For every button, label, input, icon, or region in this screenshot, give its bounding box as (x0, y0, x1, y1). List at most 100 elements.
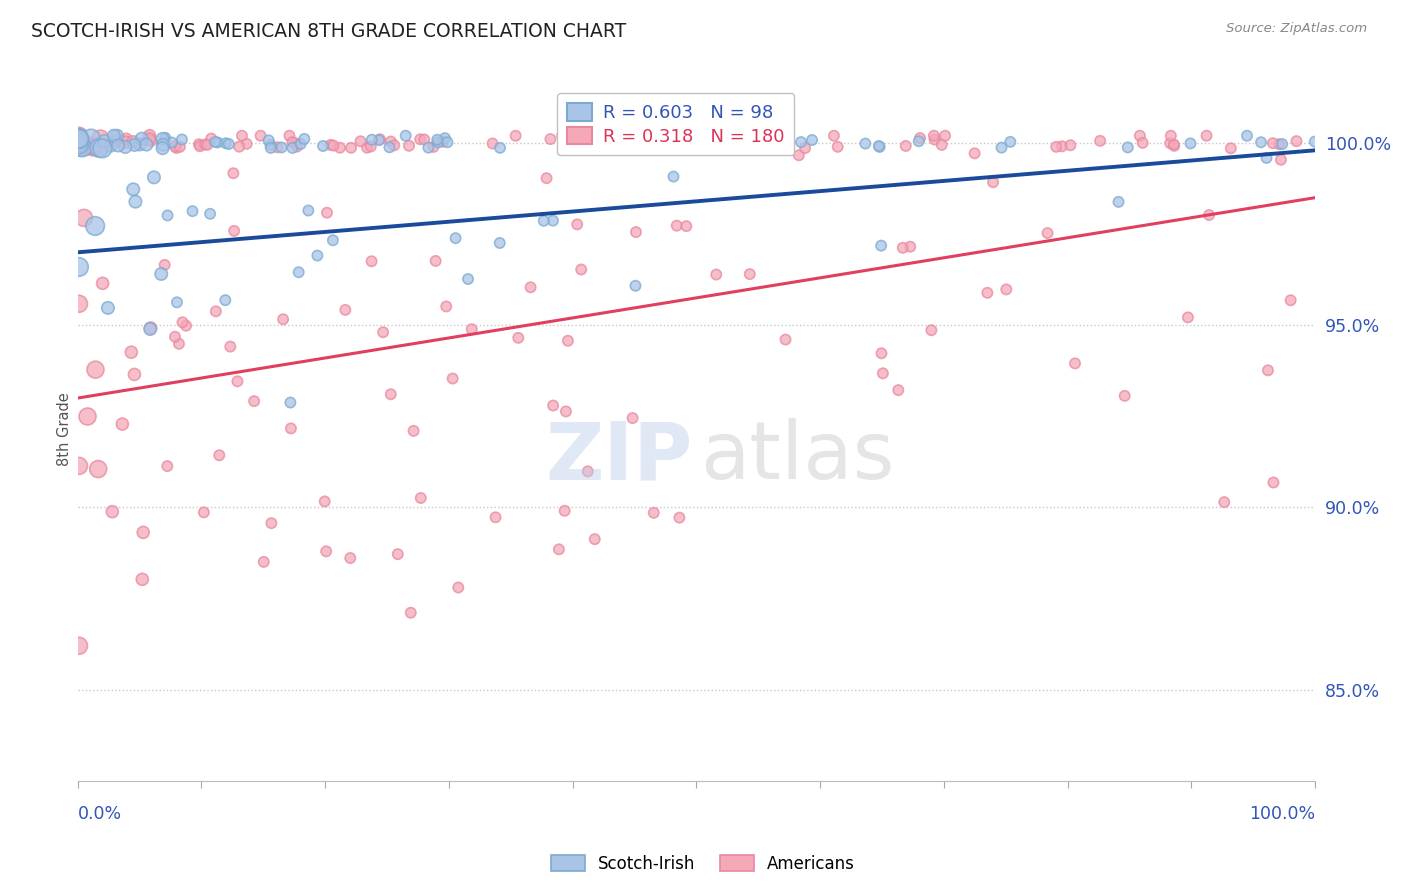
Point (1000, 135, 1022, 149)
Point (132, 525, 155, 540)
Point (508, 331, 530, 345)
Point (89, 140, 111, 154)
Point (624, 278, 647, 293)
Point (82, 140, 104, 154)
Point (380, 387, 402, 401)
Point (122, 135, 145, 149)
Point (776, 128, 799, 143)
Point (399, 606, 422, 620)
Point (578, 128, 600, 143)
Point (547, 542, 569, 557)
Point (1129, 128, 1152, 143)
Point (67, 131, 90, 145)
Point (868, 139, 890, 153)
Point (271, 312, 294, 326)
Point (122, 182, 145, 196)
Point (329, 141, 352, 155)
Point (869, 140, 891, 154)
Point (519, 280, 541, 294)
Point (340, 141, 363, 155)
Point (738, 267, 761, 281)
Point (1160, 128, 1182, 143)
Point (934, 128, 956, 143)
Point (166, 141, 188, 155)
Point (461, 322, 484, 336)
Point (166, 295, 188, 310)
Point (138, 128, 160, 143)
Point (181, 204, 204, 219)
Point (107, 138, 129, 153)
Point (75, 140, 97, 154)
Point (215, 136, 238, 151)
Point (67, 137, 90, 152)
Point (198, 207, 221, 221)
Point (551, 128, 574, 143)
Point (322, 233, 344, 247)
Point (287, 265, 309, 279)
Point (1257, 363, 1279, 377)
Point (567, 218, 589, 232)
Point (214, 293, 236, 307)
Point (1256, 151, 1278, 165)
Point (433, 131, 456, 145)
Point (67, 458, 90, 473)
Point (314, 494, 336, 508)
Point (231, 128, 253, 143)
Point (156, 459, 179, 474)
Point (380, 135, 402, 149)
Point (76, 409, 98, 424)
Point (576, 464, 599, 478)
Point (378, 140, 401, 154)
Point (260, 516, 283, 530)
Point (976, 285, 998, 300)
Point (153, 258, 176, 272)
Point (155, 131, 177, 145)
Point (80, 131, 103, 145)
Point (614, 137, 637, 152)
Point (208, 448, 231, 462)
Point (703, 136, 725, 150)
Point (131, 572, 153, 586)
Point (1045, 140, 1067, 154)
Point (67, 128, 90, 143)
Point (67, 140, 90, 154)
Point (489, 141, 512, 155)
Point (152, 132, 174, 146)
Point (703, 128, 725, 143)
Point (595, 136, 617, 151)
Point (105, 134, 128, 148)
Point (228, 139, 250, 153)
Point (84, 219, 107, 233)
Point (67, 297, 90, 311)
Point (1219, 141, 1241, 155)
Point (281, 141, 304, 155)
Point (101, 505, 124, 519)
Point (316, 205, 339, 219)
Point (124, 194, 146, 209)
Point (621, 411, 644, 425)
Point (1279, 293, 1302, 308)
Point (174, 318, 197, 333)
Point (1064, 356, 1087, 370)
Point (111, 417, 134, 431)
Point (312, 139, 335, 153)
Point (139, 321, 162, 335)
Point (823, 128, 845, 143)
Point (422, 140, 444, 154)
Point (322, 138, 344, 153)
Point (801, 133, 824, 147)
Point (315, 544, 337, 558)
Point (924, 132, 946, 146)
Point (427, 136, 450, 150)
Point (775, 133, 797, 147)
Point (124, 368, 146, 382)
Point (226, 374, 249, 388)
Point (93, 134, 115, 148)
Point (602, 128, 624, 143)
Point (624, 225, 647, 239)
Point (297, 203, 319, 218)
Point (292, 132, 315, 146)
Point (170, 132, 193, 146)
Point (488, 235, 510, 250)
Point (103, 128, 125, 143)
